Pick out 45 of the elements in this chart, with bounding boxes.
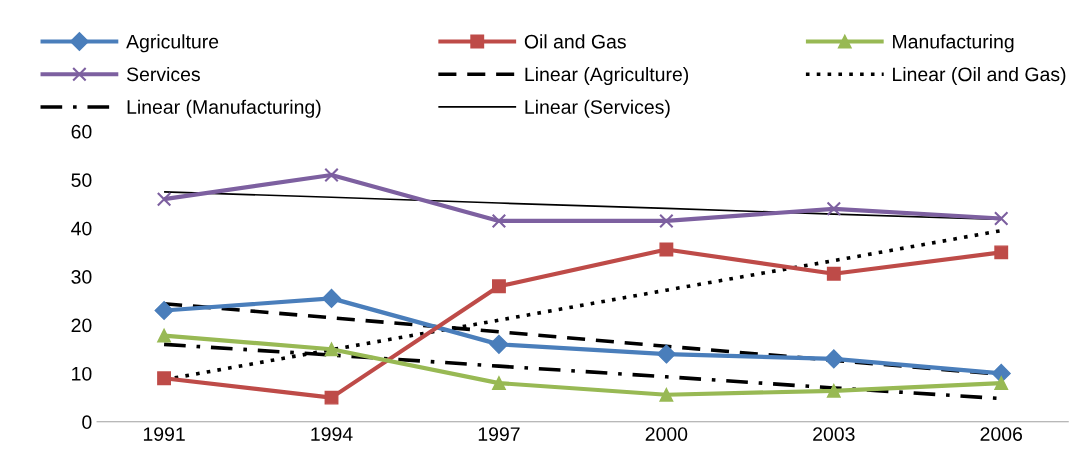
legend-label: Services [126,66,200,82]
point [324,390,339,405]
legend-label: Manufacturing [893,34,1014,53]
point [154,300,174,321]
point [826,383,841,398]
point [157,328,172,343]
point [324,342,339,357]
point [991,363,1011,383]
y-tick-label: 30 [71,270,92,284]
legend-label: Agriculture [126,34,219,53]
point [324,167,339,183]
point [656,344,676,364]
legend-label: Linear (Manufacturing) [127,99,321,118]
legend-label: Oil and Gas [524,34,626,49]
y-tick-label: 10 [72,366,92,381]
x-tick-label: 2003 [813,427,855,441]
x-tick-label: 2000 [645,427,688,441]
point [826,201,842,217]
x-tick-label: 1991 [143,427,185,441]
point [994,376,1009,391]
point [489,334,509,354]
y-tick-label: 20 [71,318,92,333]
point [156,191,172,207]
y-tick-label: 0 [82,415,92,430]
point [491,279,506,294]
x-tick-label: 1997 [478,427,520,441]
y-tick-label: 60 [71,124,92,139]
y-tick-label: 50 [71,173,92,188]
point [659,387,674,402]
point [157,371,172,386]
point [491,376,506,391]
point [321,288,342,308]
point [659,242,674,257]
x-tick-label: 2006 [980,427,1023,441]
point [491,213,507,229]
legend-label: Linear (Agriculture) [525,66,689,86]
y-tick-label: 40 [71,221,92,236]
point [994,245,1009,260]
point [659,213,674,229]
point [993,211,1009,226]
point [824,349,844,369]
legend-label: Linear (Services) [525,99,670,118]
x-tick-label: 1994 [311,427,353,441]
legend-label: Linear (Oil and Gas) [893,66,1066,86]
point [826,266,841,281]
